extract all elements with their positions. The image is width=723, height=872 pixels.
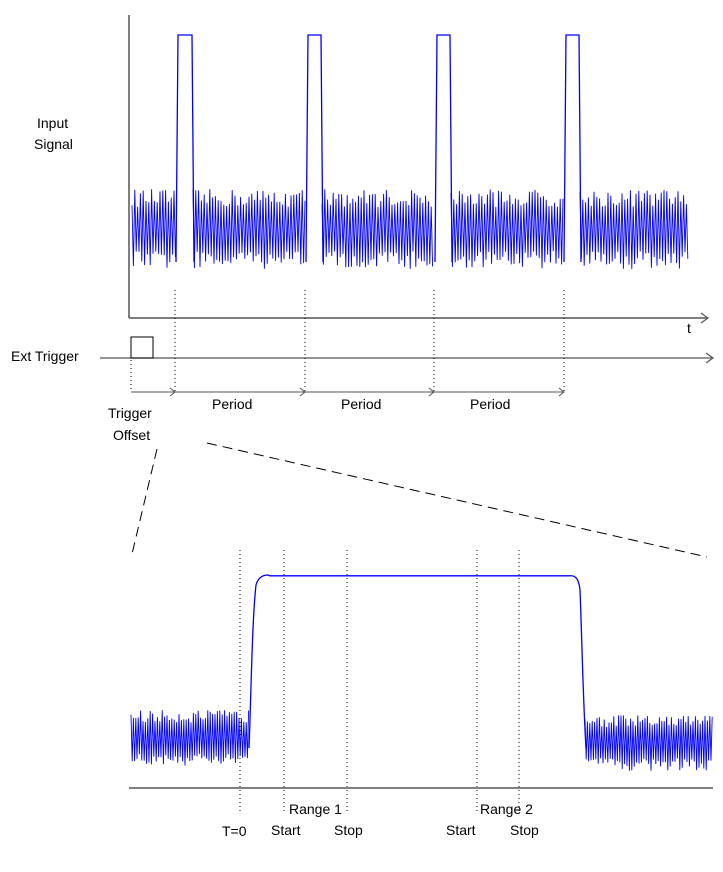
pulse-1	[175, 34, 195, 263]
range2-label: Range 2	[480, 801, 533, 817]
range1-stop-label: Stop	[334, 822, 363, 838]
t-axis-arrowhead	[700, 312, 710, 324]
noise-segment-3	[321, 189, 434, 269]
period-arrows	[131, 387, 565, 397]
noise-segment-1	[131, 189, 176, 268]
zoomed-pulse-plot	[129, 574, 713, 789]
noise-segment-2	[192, 189, 306, 269]
trigger-offset-label-line1: Trigger	[108, 405, 152, 421]
period-label-3: Period	[470, 396, 510, 412]
zoom-noise-signal	[130, 710, 713, 771]
pulse-2	[305, 34, 324, 263]
period-guides	[130, 290, 565, 392]
period-label-2: Period	[341, 396, 381, 412]
trigger-pulse	[130, 336, 154, 359]
zoom-line-right	[206, 442, 708, 558]
zoom-pulse-signal	[248, 574, 587, 749]
noise-signal	[131, 189, 689, 269]
ext-trigger-row	[100, 336, 715, 364]
arrow-offset-end	[169, 387, 176, 397]
input-signal-plot	[128, 15, 710, 324]
range1-start-label: Start	[271, 822, 301, 838]
t-axis-label: t	[687, 320, 691, 336]
arrow-period-2-end	[428, 387, 435, 397]
noise-segment-5	[579, 190, 689, 269]
trigger-offset-label-line2: Offset	[113, 427, 150, 443]
zoom-noise-right	[584, 715, 713, 771]
input-signal-label-line2: Signal	[34, 136, 73, 152]
range2-stop-label: Stop	[510, 822, 539, 838]
ext-trigger-arrowhead	[705, 352, 715, 364]
ext-trigger-label: Ext Trigger	[11, 348, 79, 364]
noise-segment-4	[450, 189, 564, 269]
pulse-signal	[175, 34, 582, 263]
range1-label: Range 1	[289, 801, 342, 817]
pulse-3	[434, 34, 453, 263]
range2-start-label: Start	[446, 822, 476, 838]
zoom-noise-left	[130, 710, 250, 766]
t-zero-label: T=0	[222, 823, 247, 839]
zoom-line-left	[131, 448, 158, 555]
period-label-1: Period	[212, 396, 252, 412]
input-signal-label-line1: Input	[37, 115, 68, 131]
arrow-period-3-end	[558, 387, 565, 397]
pulse-4	[563, 34, 582, 263]
arrow-period-1-end	[299, 387, 306, 397]
range-guides	[239, 550, 520, 812]
